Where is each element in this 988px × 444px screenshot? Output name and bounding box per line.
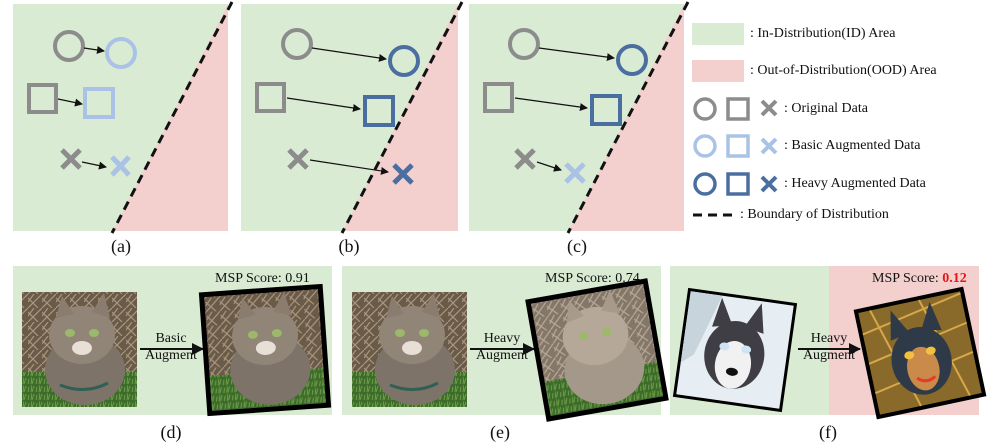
- heavy-square-c: [590, 94, 622, 126]
- original-circle-a: [53, 30, 85, 62]
- boundary-line-b: [340, 1, 464, 234]
- augment-label-d: Basic Augment: [136, 330, 206, 364]
- augment-word-e: Augment: [475, 348, 529, 363]
- panel-d: [13, 266, 332, 417]
- original-circle-c: [508, 28, 540, 60]
- msp-score-value-f: 0.12: [942, 271, 967, 286]
- panel-label-d: (d): [160, 422, 182, 442]
- husky-photo-icon: [672, 287, 798, 413]
- augment-word-d: Augment: [144, 348, 198, 363]
- ood-area-c: [569, 4, 684, 231]
- panel-b: [241, 1, 464, 234]
- husky-photo-heavy-icon: [853, 286, 987, 420]
- panel-label-e: (e): [490, 422, 510, 442]
- original-square-b: [255, 82, 286, 113]
- cat-photo-icon-e: [352, 292, 467, 407]
- legend-basic-label: : Basic Augmented Data: [784, 138, 921, 153]
- legend-heavy-cross-icon: [760, 175, 778, 193]
- panel-label-b: (b): [338, 236, 360, 256]
- augment-type-f: Heavy: [810, 331, 848, 346]
- panel-label-f: (f): [819, 422, 837, 442]
- heavy-circle-b: [388, 45, 420, 77]
- augment-type-d: Basic: [155, 331, 187, 346]
- panel-label-a: (a): [111, 236, 131, 256]
- legend-original-square-icon: [726, 97, 750, 121]
- legend: [692, 23, 778, 217]
- legend-boundary-label: : Boundary of Distribution: [740, 207, 889, 222]
- original-cross-b: [287, 148, 309, 170]
- original-square-c: [483, 82, 514, 113]
- legend-ood-label: : Out-of-Distribution(OOD) Area: [750, 63, 937, 78]
- original-circle-b: [281, 28, 313, 60]
- augment-label-e: Heavy Augment: [467, 330, 537, 364]
- legend-heavy-circle-icon: [693, 172, 717, 196]
- ood-area-b: [343, 4, 458, 231]
- legend-ood-swatch: [692, 60, 744, 82]
- panel-label-c: (c): [567, 236, 587, 256]
- augment-word-f: Augment: [802, 348, 856, 363]
- basic-cross-c: [564, 162, 586, 184]
- panel-e: [342, 266, 669, 422]
- legend-original-cross-icon: [760, 99, 778, 117]
- panel-c: [469, 1, 690, 234]
- cat-photo-heavy-icon: [525, 278, 669, 422]
- legend-heavy-square-icon: [726, 172, 750, 196]
- augment-type-e: Heavy: [483, 331, 521, 346]
- original-square-a: [27, 83, 58, 114]
- cat-photo-rotated-icon: [198, 283, 332, 417]
- basic-square-a: [83, 87, 115, 119]
- msp-score-d: MSP Score: 0.91: [215, 271, 310, 287]
- ood-area-a: [113, 4, 228, 231]
- panel-a: [13, 1, 234, 234]
- cat-photo-icon: [22, 292, 137, 407]
- basic-circle-a: [105, 37, 137, 69]
- heavy-square-b: [363, 95, 395, 127]
- msp-score-value-e: 0.74: [615, 271, 640, 286]
- msp-score-value-d: 0.91: [285, 271, 310, 286]
- heavy-cross-b: [392, 163, 414, 185]
- legend-original-circle-icon: [693, 97, 717, 121]
- original-cross-c: [514, 148, 536, 170]
- basic-cross-a: [110, 155, 131, 177]
- augment-label-f: Heavy Augment: [794, 330, 864, 364]
- msp-score-prefix-e: MSP Score:: [545, 271, 616, 286]
- legend-basic-square-icon: [726, 134, 750, 158]
- legend-basic-circle-icon: [693, 134, 717, 158]
- msp-score-prefix-f: MSP Score:: [872, 271, 943, 286]
- legend-id-label: : In-Distribution(ID) Area: [750, 26, 896, 41]
- msp-score-f: MSP Score: 0.12: [872, 271, 967, 287]
- msp-score-e: MSP Score: 0.74: [545, 271, 640, 287]
- legend-original-label: : Original Data: [784, 101, 868, 116]
- legend-id-swatch: [692, 23, 744, 45]
- original-cross-a: [60, 148, 82, 170]
- legend-heavy-label: : Heavy Augmented Data: [784, 176, 926, 191]
- legend-basic-cross-icon: [760, 137, 778, 155]
- msp-score-prefix-d: MSP Score:: [215, 271, 286, 286]
- boundary-line-a: [110, 1, 234, 234]
- boundary-line-c: [566, 1, 690, 234]
- heavy-circle-c: [616, 44, 648, 76]
- panel-f: [670, 266, 987, 420]
